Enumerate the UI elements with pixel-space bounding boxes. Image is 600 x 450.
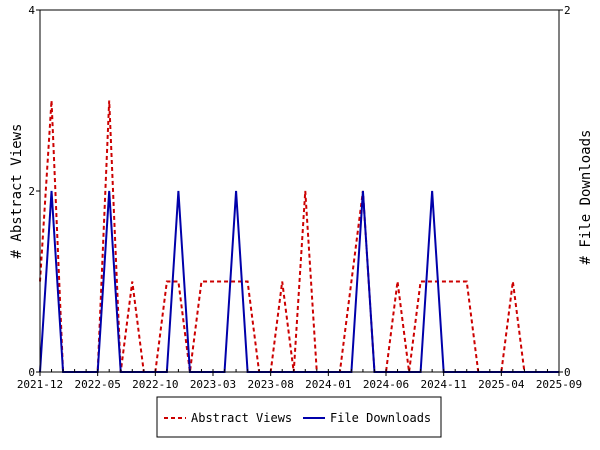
- x-tick-label: 2021-12: [17, 378, 63, 391]
- x-tick-label: 2024-06: [363, 378, 409, 391]
- legend: Abstract Views File Downloads: [156, 396, 442, 438]
- x-tick-label: 2025-09: [536, 378, 582, 391]
- legend-label-file-downloads: File Downloads: [330, 411, 431, 425]
- y-right-tick-label: 0: [564, 366, 571, 379]
- y-left-tick-label: 2: [28, 185, 35, 198]
- x-tick-label: 2024-11: [420, 378, 466, 391]
- y-axis-right-title: # File Downloads: [578, 130, 594, 265]
- legend-box: [156, 396, 442, 438]
- x-tick-label: 2022-05: [74, 378, 120, 391]
- x-tick-label: 2022-10: [132, 378, 178, 391]
- axis-layer: 2021-12 2022-05 2022-10 2023-03 2023-08 2024-…: [17, 4, 582, 391]
- y-right-tick-label: 2: [564, 4, 571, 17]
- y-axis-left-title: # Abstract Views: [9, 124, 25, 259]
- series-line-abstract-views: [39, 100, 559, 373]
- x-tick-label: 2025-04: [478, 378, 525, 391]
- x-tick-label: 2024-01: [305, 378, 351, 391]
- y-left-tick-label: 4: [28, 4, 35, 17]
- x-tick-label: 2023-03: [190, 378, 236, 391]
- x-tick-label: 2023-08: [247, 378, 293, 391]
- legend-label-abstract-views: Abstract Views: [191, 411, 292, 425]
- y-left-tick-label: 0: [28, 366, 35, 379]
